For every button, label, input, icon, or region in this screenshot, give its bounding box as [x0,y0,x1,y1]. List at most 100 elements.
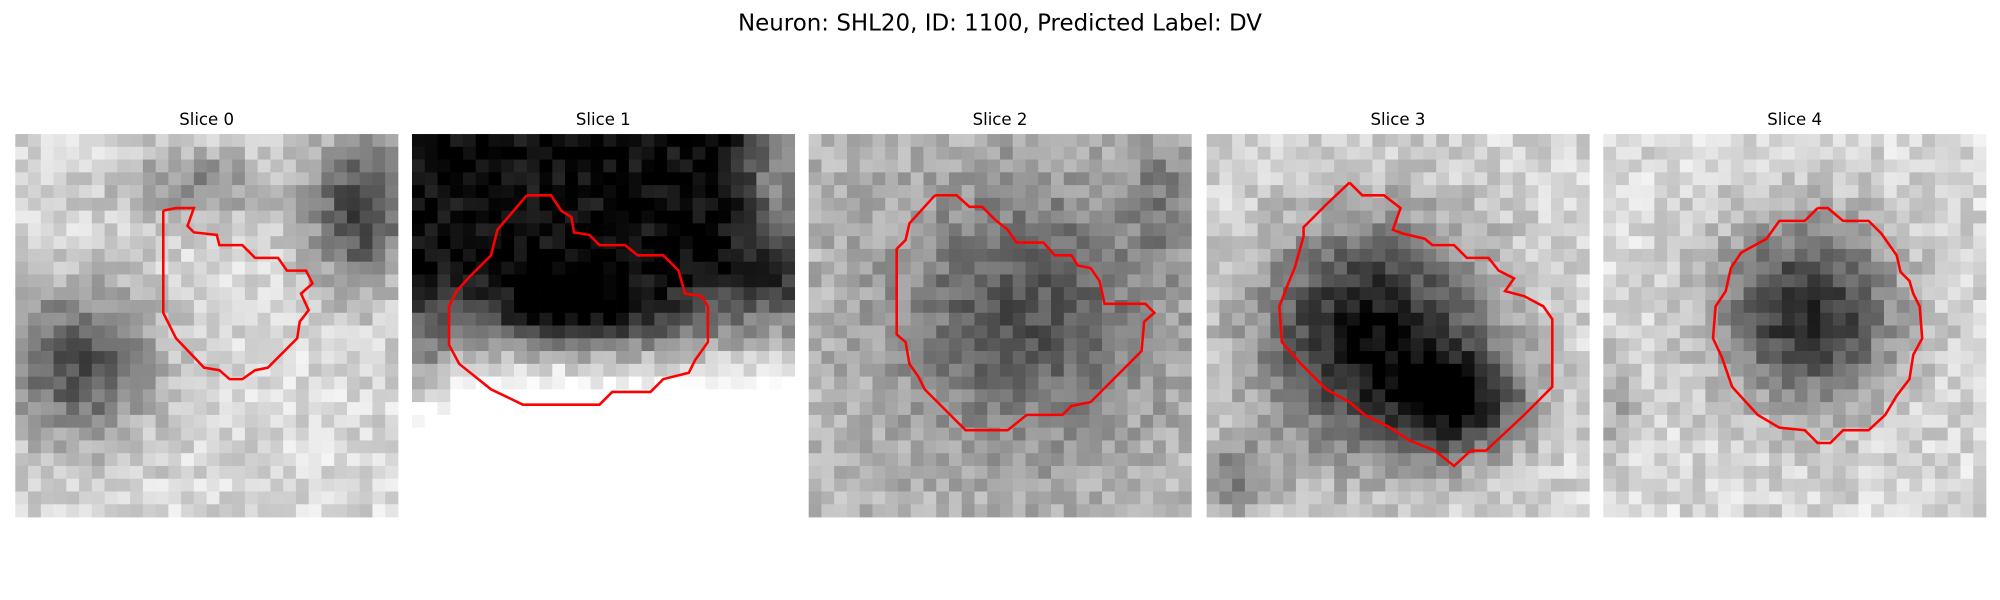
pixel [1500,491,1514,505]
pixel [1283,465,1297,480]
pixel [219,146,233,160]
pixel [1127,300,1141,314]
pixel [808,287,822,301]
pixel [193,389,208,403]
pixel [1832,146,1847,160]
pixel [1769,197,1783,212]
pixel [654,287,668,301]
pixel [539,248,553,263]
pixel [1487,504,1501,518]
pixel [437,465,451,480]
pixel [730,274,745,288]
pixel [372,197,386,212]
pixel [15,478,29,492]
pixel [1603,223,1617,237]
pixel [15,287,29,301]
pixel [1563,223,1577,237]
pixel [1487,185,1501,199]
pixel [923,197,937,212]
pixel [40,325,54,339]
pixel [206,134,220,148]
pixel [244,389,259,403]
pixel [1973,389,1987,403]
pixel [321,389,335,403]
pixel [1692,236,1706,250]
pixel [987,453,1001,467]
pixel [155,402,169,416]
pixel [1654,236,1668,250]
pixel [872,453,886,467]
pixel [1807,248,1821,263]
pixel [1934,491,1949,505]
pixel [1769,389,1783,403]
pixel [552,185,566,199]
pixel [142,146,156,160]
pixel [1973,185,1987,199]
pixel [1654,146,1668,160]
pixel [1832,287,1847,301]
pixel [846,338,861,352]
pixel [897,185,912,199]
pixel [1140,185,1154,199]
pixel [859,287,873,301]
pixel [475,261,489,275]
pixel [1909,172,1923,186]
pixel [1794,197,1808,212]
pixel [66,185,80,199]
pixel [679,427,693,441]
pixel [1654,210,1668,224]
pixel [424,287,438,301]
pixel [1219,351,1233,365]
pixel [1423,351,1437,365]
pixel [66,287,80,301]
pixel [1359,223,1373,237]
pixel [1474,197,1488,212]
pixel [1102,465,1116,480]
pixel [1436,236,1450,250]
pixel [1423,427,1437,441]
pixel [1346,389,1361,403]
pixel [526,159,540,173]
pixel [104,402,118,416]
pixel [1934,312,1949,326]
pixel [1667,185,1681,199]
pixel [1743,478,1757,492]
pixel [756,236,770,250]
pixel [1922,465,1936,480]
pixel [897,453,912,467]
pixel [91,274,105,288]
pixel [769,414,783,429]
pixel [1165,274,1179,288]
pixel [1603,172,1617,186]
pixel [1436,223,1450,237]
pixel [1410,491,1424,505]
pixel [743,274,757,288]
pixel [1538,363,1552,377]
pixel [1832,185,1847,199]
pixel [1654,427,1668,441]
pixel [1628,146,1642,160]
pixel [1871,338,1885,352]
pixel [1461,338,1475,352]
pixel [1960,185,1974,199]
pixel [1730,185,1745,199]
pixel [910,300,924,314]
pixel [654,172,668,186]
pixel [15,159,29,173]
pixel [834,414,848,429]
pixel [1692,478,1706,492]
pixel [603,236,617,250]
pixel [590,478,604,492]
pixel [1628,134,1642,148]
pixel [1858,453,1872,467]
pixel [1512,185,1526,199]
pixel [1525,389,1539,403]
pixel [1692,363,1706,377]
pixel [1832,440,1847,454]
pixel [270,248,284,263]
pixel [628,427,642,441]
pixel [539,134,553,148]
pixel [679,248,693,263]
pixel [181,402,195,416]
pixel [1576,478,1590,492]
